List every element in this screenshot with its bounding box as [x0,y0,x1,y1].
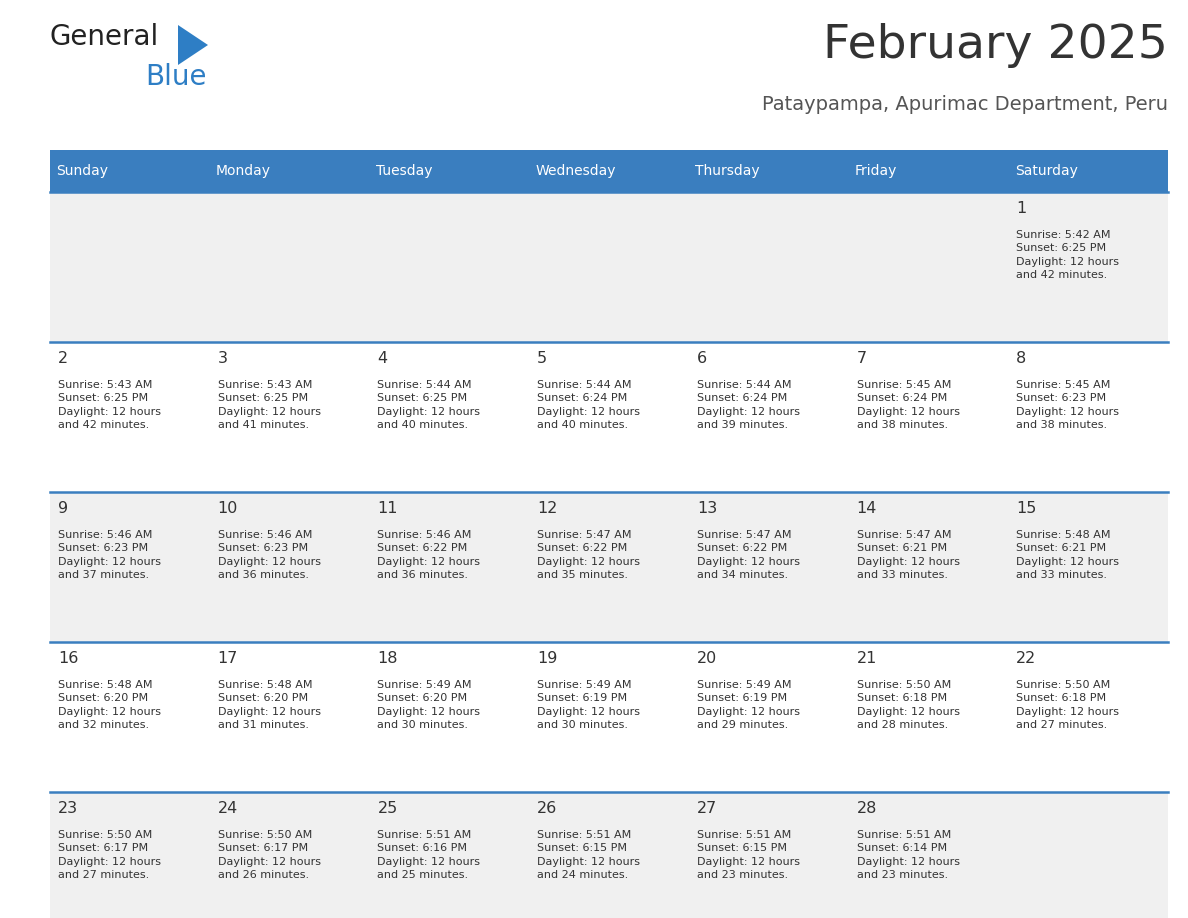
Text: 2: 2 [58,351,68,366]
Text: 22: 22 [1016,651,1036,666]
Text: 15: 15 [1016,501,1037,516]
Bar [50,792,1168,918]
Bar [848,150,1009,192]
Text: Sunrise: 5:46 AM
Sunset: 6:22 PM
Daylight: 12 hours
and 36 minutes.: Sunrise: 5:46 AM Sunset: 6:22 PM Dayligh… [378,530,480,580]
Text: Friday: Friday [855,164,897,178]
Bar [50,192,1168,342]
Text: Sunrise: 5:49 AM
Sunset: 6:19 PM
Daylight: 12 hours
and 29 minutes.: Sunrise: 5:49 AM Sunset: 6:19 PM Dayligh… [697,679,800,731]
Text: 19: 19 [537,651,557,666]
Text: 28: 28 [857,801,877,816]
Text: Sunrise: 5:50 AM
Sunset: 6:18 PM
Daylight: 12 hours
and 27 minutes.: Sunrise: 5:50 AM Sunset: 6:18 PM Dayligh… [1016,679,1119,731]
Text: Pataypampa, Apurimac Department, Peru: Pataypampa, Apurimac Department, Peru [762,95,1168,114]
Bar [369,150,529,192]
Text: Sunrise: 5:48 AM
Sunset: 6:21 PM
Daylight: 12 hours
and 33 minutes.: Sunrise: 5:48 AM Sunset: 6:21 PM Dayligh… [1016,530,1119,580]
Bar [50,150,210,192]
Bar [1009,150,1168,192]
Text: 8: 8 [1016,351,1026,366]
Text: 13: 13 [697,501,718,516]
Text: Sunrise: 5:51 AM
Sunset: 6:14 PM
Daylight: 12 hours
and 23 minutes.: Sunrise: 5:51 AM Sunset: 6:14 PM Dayligh… [857,830,960,880]
Text: 16: 16 [58,651,78,666]
Text: Sunrise: 5:48 AM
Sunset: 6:20 PM
Daylight: 12 hours
and 32 minutes.: Sunrise: 5:48 AM Sunset: 6:20 PM Dayligh… [58,679,162,731]
Text: General: General [50,23,159,51]
Text: Sunrise: 5:44 AM
Sunset: 6:24 PM
Daylight: 12 hours
and 40 minutes.: Sunrise: 5:44 AM Sunset: 6:24 PM Dayligh… [537,379,640,431]
Text: Sunrise: 5:47 AM
Sunset: 6:21 PM
Daylight: 12 hours
and 33 minutes.: Sunrise: 5:47 AM Sunset: 6:21 PM Dayligh… [857,530,960,580]
Text: 17: 17 [217,651,238,666]
Text: February 2025: February 2025 [823,23,1168,68]
Bar [50,492,1168,642]
Text: 24: 24 [217,801,238,816]
Bar [210,150,369,192]
Text: Sunrise: 5:47 AM
Sunset: 6:22 PM
Daylight: 12 hours
and 34 minutes.: Sunrise: 5:47 AM Sunset: 6:22 PM Dayligh… [697,530,800,580]
Text: 18: 18 [378,651,398,666]
Text: Sunrise: 5:42 AM
Sunset: 6:25 PM
Daylight: 12 hours
and 42 minutes.: Sunrise: 5:42 AM Sunset: 6:25 PM Dayligh… [1016,230,1119,280]
Text: Sunrise: 5:50 AM
Sunset: 6:17 PM
Daylight: 12 hours
and 27 minutes.: Sunrise: 5:50 AM Sunset: 6:17 PM Dayligh… [58,830,162,880]
Bar [50,642,1168,792]
Polygon shape [178,25,208,65]
Text: 26: 26 [537,801,557,816]
Text: Wednesday: Wednesday [536,164,617,178]
Text: 1: 1 [1016,201,1026,216]
Text: 4: 4 [378,351,387,366]
Text: 6: 6 [697,351,707,366]
Text: Sunrise: 5:46 AM
Sunset: 6:23 PM
Daylight: 12 hours
and 36 minutes.: Sunrise: 5:46 AM Sunset: 6:23 PM Dayligh… [217,530,321,580]
Text: Sunrise: 5:46 AM
Sunset: 6:23 PM
Daylight: 12 hours
and 37 minutes.: Sunrise: 5:46 AM Sunset: 6:23 PM Dayligh… [58,530,162,580]
Text: 27: 27 [697,801,718,816]
Text: Sunrise: 5:44 AM
Sunset: 6:25 PM
Daylight: 12 hours
and 40 minutes.: Sunrise: 5:44 AM Sunset: 6:25 PM Dayligh… [378,379,480,431]
Text: 21: 21 [857,651,877,666]
Text: 11: 11 [378,501,398,516]
Text: 20: 20 [697,651,718,666]
Text: Saturday: Saturday [1015,164,1078,178]
Text: Sunrise: 5:48 AM
Sunset: 6:20 PM
Daylight: 12 hours
and 31 minutes.: Sunrise: 5:48 AM Sunset: 6:20 PM Dayligh… [217,679,321,731]
Text: Sunrise: 5:43 AM
Sunset: 6:25 PM
Daylight: 12 hours
and 41 minutes.: Sunrise: 5:43 AM Sunset: 6:25 PM Dayligh… [217,379,321,431]
Text: 14: 14 [857,501,877,516]
Text: Sunday: Sunday [56,164,108,178]
Text: 10: 10 [217,501,238,516]
Text: 25: 25 [378,801,398,816]
Text: Sunrise: 5:50 AM
Sunset: 6:18 PM
Daylight: 12 hours
and 28 minutes.: Sunrise: 5:50 AM Sunset: 6:18 PM Dayligh… [857,679,960,731]
Text: Sunrise: 5:50 AM
Sunset: 6:17 PM
Daylight: 12 hours
and 26 minutes.: Sunrise: 5:50 AM Sunset: 6:17 PM Dayligh… [217,830,321,880]
Text: Sunrise: 5:45 AM
Sunset: 6:24 PM
Daylight: 12 hours
and 38 minutes.: Sunrise: 5:45 AM Sunset: 6:24 PM Dayligh… [857,379,960,431]
Text: 12: 12 [537,501,557,516]
Text: 5: 5 [537,351,548,366]
Text: Thursday: Thursday [695,164,760,178]
Text: Sunrise: 5:45 AM
Sunset: 6:23 PM
Daylight: 12 hours
and 38 minutes.: Sunrise: 5:45 AM Sunset: 6:23 PM Dayligh… [1016,379,1119,431]
Bar [529,150,689,192]
Bar [689,150,848,192]
Text: Blue: Blue [145,63,207,91]
Text: Sunrise: 5:51 AM
Sunset: 6:15 PM
Daylight: 12 hours
and 23 minutes.: Sunrise: 5:51 AM Sunset: 6:15 PM Dayligh… [697,830,800,880]
Text: Sunrise: 5:49 AM
Sunset: 6:20 PM
Daylight: 12 hours
and 30 minutes.: Sunrise: 5:49 AM Sunset: 6:20 PM Dayligh… [378,679,480,731]
Text: 9: 9 [58,501,68,516]
Text: Sunrise: 5:51 AM
Sunset: 6:16 PM
Daylight: 12 hours
and 25 minutes.: Sunrise: 5:51 AM Sunset: 6:16 PM Dayligh… [378,830,480,880]
Text: Sunrise: 5:47 AM
Sunset: 6:22 PM
Daylight: 12 hours
and 35 minutes.: Sunrise: 5:47 AM Sunset: 6:22 PM Dayligh… [537,530,640,580]
Text: Tuesday: Tuesday [375,164,432,178]
Text: Monday: Monday [216,164,271,178]
Bar [50,342,1168,492]
Text: Sunrise: 5:43 AM
Sunset: 6:25 PM
Daylight: 12 hours
and 42 minutes.: Sunrise: 5:43 AM Sunset: 6:25 PM Dayligh… [58,379,162,431]
Text: Sunrise: 5:51 AM
Sunset: 6:15 PM
Daylight: 12 hours
and 24 minutes.: Sunrise: 5:51 AM Sunset: 6:15 PM Dayligh… [537,830,640,880]
Text: Sunrise: 5:44 AM
Sunset: 6:24 PM
Daylight: 12 hours
and 39 minutes.: Sunrise: 5:44 AM Sunset: 6:24 PM Dayligh… [697,379,800,431]
Text: Sunrise: 5:49 AM
Sunset: 6:19 PM
Daylight: 12 hours
and 30 minutes.: Sunrise: 5:49 AM Sunset: 6:19 PM Dayligh… [537,679,640,731]
Text: 3: 3 [217,351,228,366]
Text: 7: 7 [857,351,867,366]
Text: 23: 23 [58,801,78,816]
